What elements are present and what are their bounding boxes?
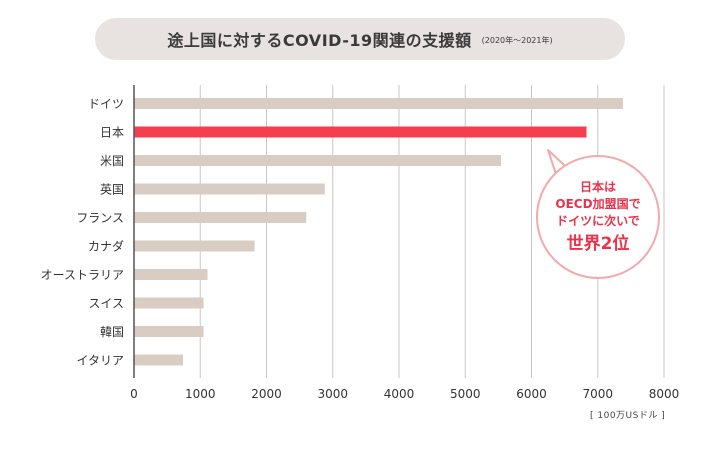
bar bbox=[134, 269, 208, 280]
bar bbox=[134, 155, 502, 166]
x-tick-label: 0 bbox=[130, 387, 138, 401]
bar bbox=[134, 212, 307, 223]
callout-line-3: ドイツに次いで bbox=[556, 213, 640, 228]
category-label: オーストラリア bbox=[41, 268, 124, 282]
callout-line-1: 日本は bbox=[579, 179, 616, 194]
category-label: スイス bbox=[88, 297, 124, 311]
x-tick-label: 1000 bbox=[185, 387, 216, 401]
x-tick-label: 8000 bbox=[649, 387, 680, 401]
callout-line-2: OECD加盟国で bbox=[555, 196, 641, 211]
chart-subtitle: (2020年～2021年) bbox=[481, 35, 553, 45]
x-tick-label: 3000 bbox=[317, 387, 348, 401]
category-label: 英国 bbox=[100, 183, 124, 197]
x-tick-label: 4000 bbox=[384, 387, 415, 401]
bar bbox=[134, 240, 255, 252]
chart-title: 途上国に対するCOVID-19関連の支援額 bbox=[167, 31, 472, 50]
callout-bubble: 日本は OECD加盟国で ドイツに次いで 世界2位 bbox=[536, 155, 660, 279]
category-label: フランス bbox=[76, 211, 124, 225]
callout-line-4: 世界2位 bbox=[566, 233, 630, 254]
bar bbox=[134, 326, 204, 337]
x-tick-label: 2000 bbox=[251, 387, 282, 401]
bar bbox=[134, 98, 623, 109]
category-label: イタリア bbox=[76, 354, 124, 368]
x-tick-label: 7000 bbox=[582, 387, 613, 401]
bar bbox=[134, 126, 587, 138]
category-label: 日本 bbox=[100, 126, 124, 140]
x-axis-unit-label: [ 100万USドル ] bbox=[590, 411, 666, 421]
category-label: カナダ bbox=[88, 239, 124, 254]
chart-title-banner: 途上国に対するCOVID-19関連の支援額 (2020年～2021年) bbox=[95, 18, 625, 60]
x-tick-label: 6000 bbox=[516, 387, 547, 401]
category-label: 米国 bbox=[100, 154, 124, 168]
x-tick-label: 5000 bbox=[450, 387, 481, 401]
category-label: 韓国 bbox=[100, 325, 124, 339]
category-label: ドイツ bbox=[88, 97, 124, 111]
bar bbox=[134, 297, 204, 309]
bar bbox=[134, 183, 325, 195]
bar bbox=[134, 354, 184, 366]
